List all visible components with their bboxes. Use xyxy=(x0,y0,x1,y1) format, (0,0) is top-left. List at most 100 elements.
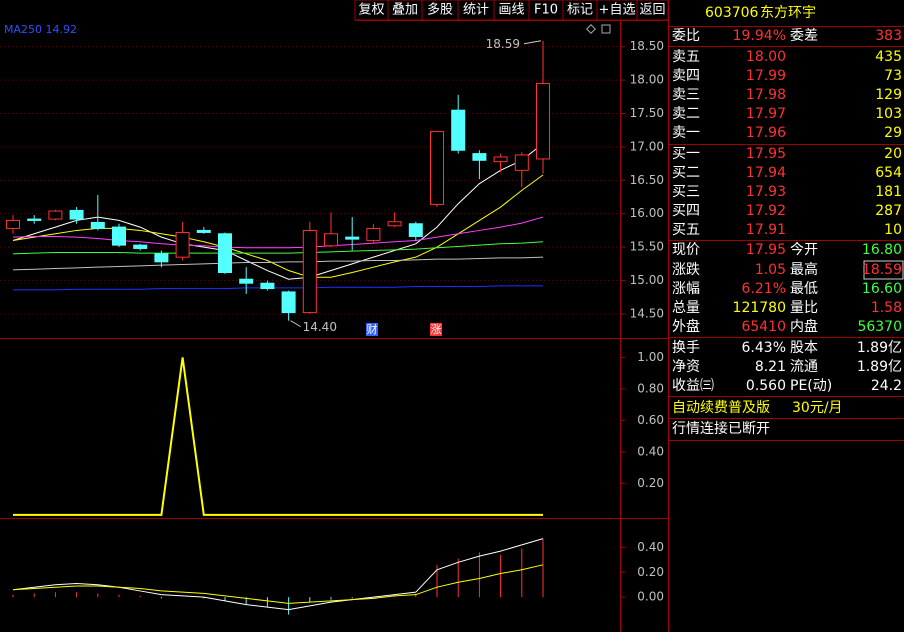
y-tick-label: 1.00 xyxy=(637,350,664,364)
candle-body xyxy=(260,282,275,290)
quote-label: 卖一 xyxy=(672,125,700,141)
quote-label: 内盘 xyxy=(790,318,818,335)
toolbar-label[interactable]: 统计 xyxy=(463,3,489,18)
toolbar-label[interactable]: 叠加 xyxy=(392,3,418,18)
quote-value: 24.2 xyxy=(871,378,902,394)
icon xyxy=(586,24,596,34)
indicator-line xyxy=(13,357,543,516)
candle-body xyxy=(48,210,63,220)
quote-label: 卖二 xyxy=(672,106,700,122)
quote-value: 8.21 xyxy=(755,359,786,375)
frame xyxy=(0,0,669,632)
toolbar-label[interactable]: 画线 xyxy=(498,3,524,18)
y-tick-label: 18.00 xyxy=(630,73,664,87)
quote-label: 净资 xyxy=(672,359,700,375)
stock-code: 603706 xyxy=(705,5,759,21)
toolbar-label[interactable]: F10 xyxy=(534,3,558,18)
y-tick-label: 14.50 xyxy=(630,306,664,320)
quote-value: 18.59 xyxy=(862,262,902,278)
notice-text: 30元/月 xyxy=(792,400,843,416)
quote-value: 17.92 xyxy=(746,203,786,219)
quote-value: 56370 xyxy=(857,319,902,335)
quote-value: 6.21% xyxy=(742,281,786,297)
quote-value: 16.60 xyxy=(862,281,902,297)
marker-label[interactable]: 涨 xyxy=(431,323,442,336)
candle-body xyxy=(27,218,42,221)
quote-value: 103 xyxy=(875,106,902,122)
toolbar-label[interactable]: 返回 xyxy=(639,3,665,18)
quote-label: 今开 xyxy=(790,242,818,258)
quote-label: 卖三 xyxy=(672,87,700,103)
quote-label: 股本 xyxy=(790,340,818,356)
quote-value: 29 xyxy=(884,125,902,141)
candle-body xyxy=(302,229,317,314)
annotation-arrow xyxy=(523,40,542,45)
candle-body xyxy=(451,109,466,151)
marker-label[interactable]: 财 xyxy=(367,322,378,336)
quote-label: 卖四 xyxy=(672,68,700,84)
quote-value: 654 xyxy=(875,165,902,181)
candle-body xyxy=(345,236,360,240)
quote-value: 287 xyxy=(875,203,902,219)
indicator-line xyxy=(13,285,543,291)
candle-body xyxy=(196,229,211,233)
y-tick-label: 0.40 xyxy=(637,540,664,554)
quote-label: 换手 xyxy=(672,339,700,356)
y-tick-label: 18.50 xyxy=(630,39,664,53)
toolbar-label[interactable]: 标记 xyxy=(567,3,593,18)
quote-value: 20 xyxy=(884,146,902,162)
y-tick-label: 0.20 xyxy=(637,476,664,490)
quote-value: 1.89亿 xyxy=(857,359,902,375)
quote-value: 10 xyxy=(884,222,902,238)
candle-body xyxy=(387,221,402,227)
toolbar-label[interactable]: +自选 xyxy=(599,3,636,18)
candle-body xyxy=(154,253,169,263)
y-tick-label: 0.40 xyxy=(637,444,664,458)
y-tick-label: 16.00 xyxy=(630,206,664,220)
quote-value: 1.89亿 xyxy=(857,340,902,356)
y-tick-label: 17.50 xyxy=(630,106,664,120)
quote-value: 16.80 xyxy=(862,242,902,258)
quote-value: 19.94% xyxy=(733,28,786,44)
y-tick-label: 15.00 xyxy=(630,273,664,287)
indicator-line xyxy=(12,143,544,280)
indicator-line xyxy=(12,241,544,255)
quote-value: 17.94 xyxy=(746,165,786,181)
indicator-line xyxy=(12,564,544,604)
quote-label: 涨跌 xyxy=(672,262,700,278)
quote-value: 17.95 xyxy=(746,242,786,258)
corner-icons xyxy=(586,24,611,34)
stock-name: 东方环宇 xyxy=(760,5,816,21)
notice-text: 行情连接已断开 xyxy=(672,420,770,437)
y-tick-label: 15.50 xyxy=(630,240,664,254)
marker-box[interactable] xyxy=(366,323,378,336)
toolbar-label[interactable]: 复权 xyxy=(358,2,384,18)
quote-value: 1.58 xyxy=(871,300,902,316)
candle-body xyxy=(133,244,148,249)
quote-value: 17.97 xyxy=(746,106,786,122)
quote-label: 委差 xyxy=(790,28,818,44)
indicator-line xyxy=(12,538,544,611)
indicator-line xyxy=(12,216,544,249)
candle-body xyxy=(218,233,232,274)
candle-body xyxy=(430,131,444,205)
quote-label: 涨幅 xyxy=(672,281,700,297)
indicator-line xyxy=(12,256,544,271)
quote-label: 流通 xyxy=(790,359,818,375)
toolbar-button[interactable] xyxy=(636,0,669,21)
quote-value: 181 xyxy=(875,184,902,200)
candle-body xyxy=(281,291,296,314)
candle-body xyxy=(514,154,529,171)
toolbar-label[interactable]: 多股 xyxy=(427,2,453,18)
candle-body xyxy=(69,209,84,220)
candle-body xyxy=(6,219,20,229)
y-tick-label: 16.50 xyxy=(630,173,664,187)
quote-value: 65410 xyxy=(741,319,786,335)
candle-body xyxy=(239,278,254,284)
quote-label: 收益㈢ xyxy=(672,378,714,394)
quote-label: 总量 xyxy=(672,300,700,316)
quote-value: 383 xyxy=(875,28,902,44)
marker-box[interactable] xyxy=(430,323,442,336)
